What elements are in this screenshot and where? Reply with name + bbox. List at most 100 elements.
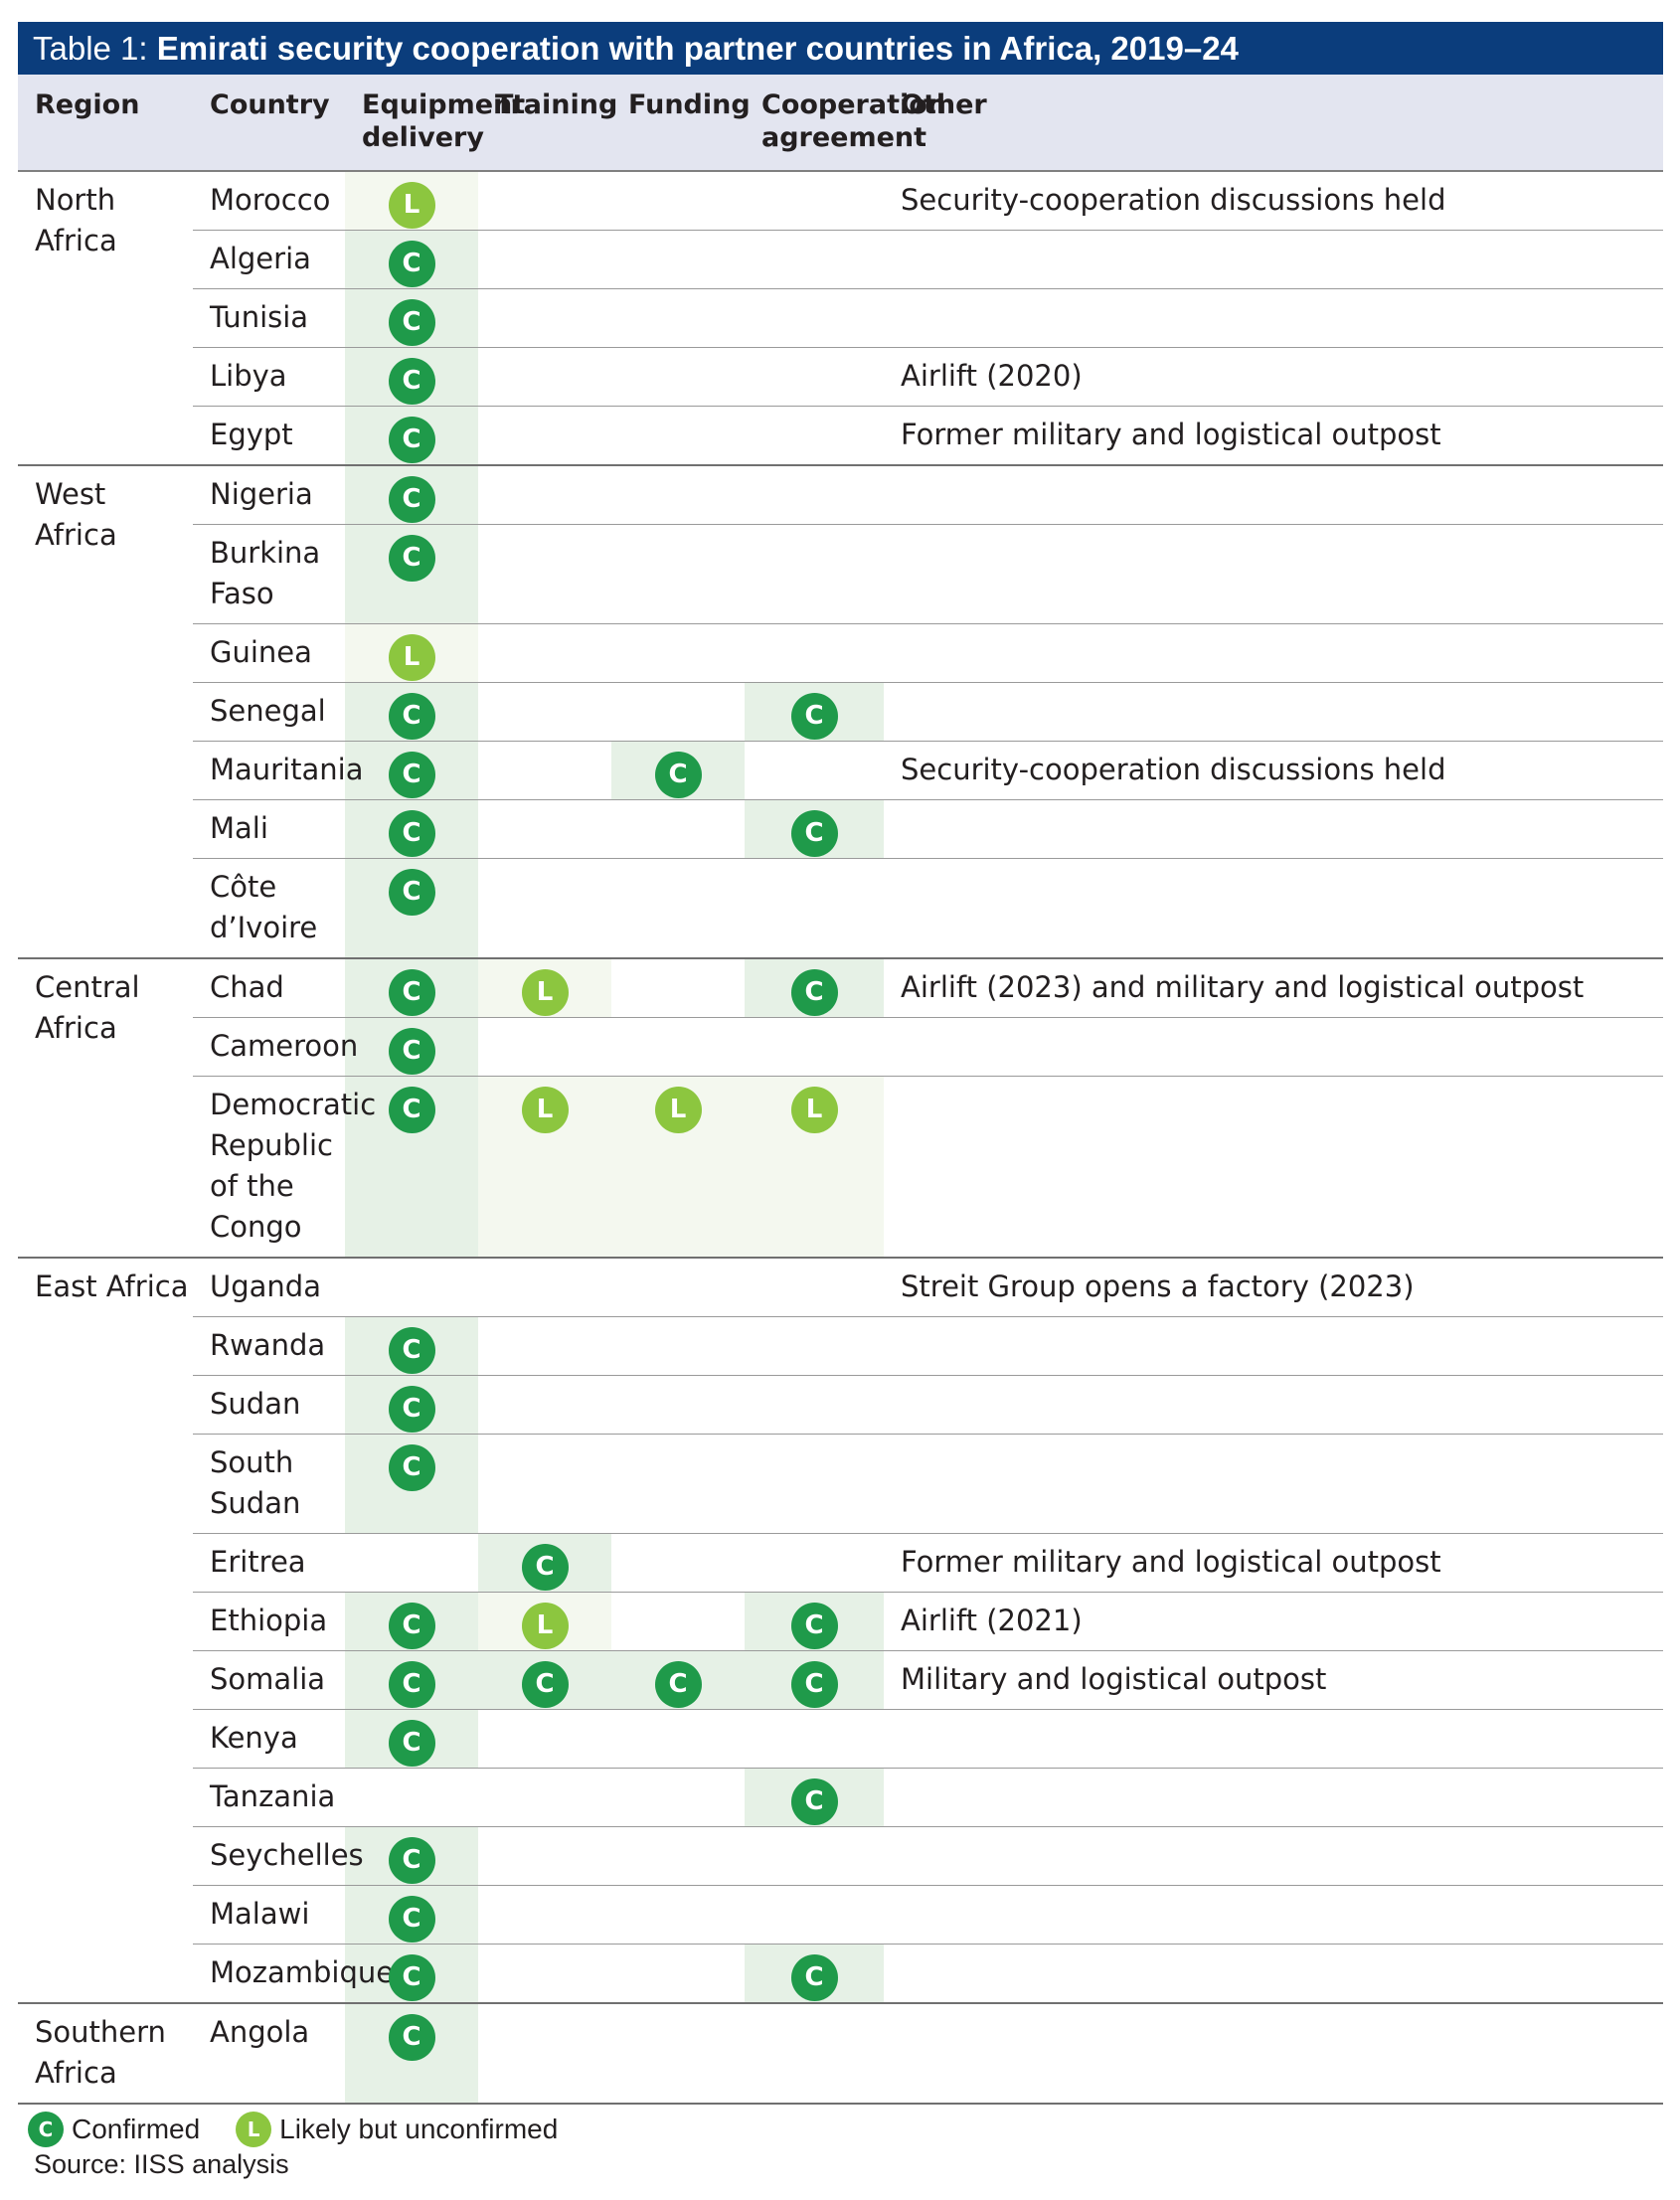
training-cell (478, 1769, 611, 1827)
table-row: Egypt C Former military and logistical out… (18, 406, 1663, 465)
training-cell (478, 525, 611, 624)
training-cell (478, 1710, 611, 1769)
confirmed-marker-icon: C (28, 2112, 64, 2147)
country-cell: Somalia (210, 1662, 326, 1696)
confirmed-marker-icon: C (388, 1327, 435, 1374)
training-cell: L (478, 1592, 611, 1651)
agreement-cell (745, 1258, 884, 1317)
funding-cell (611, 348, 745, 407)
equipment-cell (345, 1769, 478, 1827)
country-cell: Ethiopia (210, 1604, 328, 1637)
equipment-cell: C (345, 406, 478, 465)
equipment-cell: C (345, 347, 478, 407)
funding-cell (611, 958, 745, 1018)
equipment-cell: C (345, 1375, 478, 1435)
agreement-cell (745, 465, 884, 525)
table-title-text: Emirati security cooperation with partne… (156, 29, 1239, 67)
funding-cell (611, 1018, 745, 1077)
other-cell (884, 800, 1663, 859)
table-header-row: Region Country Equipment delivery Traini… (18, 75, 1663, 171)
other-cell: Former military and logistical outpost (901, 418, 1441, 451)
funding-cell (611, 800, 745, 859)
equipment-cell: C (345, 524, 478, 624)
other-cell (884, 1827, 1663, 1886)
table-row: Côte d’Ivoire C (18, 858, 1663, 958)
funding-cell (611, 525, 745, 624)
likely-marker-icon: L (236, 2112, 272, 2147)
confirmed-marker-icon: C (388, 476, 435, 523)
equipment-cell: L (345, 623, 478, 683)
column-header-region: Region (35, 89, 140, 120)
region-cell: Southern Africa (35, 2015, 166, 2090)
agreement-cell (745, 1435, 884, 1534)
training-cell (478, 683, 611, 742)
other-cell (884, 1945, 1663, 2004)
country-cell: Nigeria (210, 477, 313, 511)
training-cell (478, 1435, 611, 1534)
other-cell (884, 683, 1663, 742)
other-cell (884, 231, 1663, 289)
confirmed-marker-icon: C (790, 969, 838, 1016)
table-row: Mozambique C C (18, 1944, 1663, 2004)
likely-marker-icon: L (790, 1087, 838, 1133)
legend-confirmed: C Confirmed (28, 2112, 200, 2147)
equipment-cell: C (345, 1592, 478, 1651)
other-cell (884, 1077, 1663, 1259)
country-cell: Democratic Republic of the Congo (210, 1088, 377, 1244)
table-row: East Africa Uganda Streit Group opens a fa… (18, 1258, 1663, 1317)
funding-cell (611, 1593, 745, 1651)
equipment-cell: C (345, 1709, 478, 1769)
training-cell (478, 624, 611, 683)
funding-cell (611, 1317, 745, 1376)
confirmed-marker-icon: C (388, 1386, 435, 1433)
confirmed-marker-icon: C (388, 358, 435, 405)
region-cell: North Africa (35, 183, 117, 257)
country-cell: Mali (210, 811, 268, 845)
funding-cell: L (611, 1076, 745, 1258)
legend-likely: L Likely but unconfirmed (236, 2112, 558, 2147)
region-cell: East Africa (35, 1269, 189, 1303)
other-cell (884, 1886, 1663, 1945)
other-cell: Airlift (2020) (901, 359, 1083, 393)
other-cell: Military and logistical outpost (901, 1662, 1327, 1696)
table-row: Democratic Republic of the Congo C L L L (18, 1076, 1663, 1259)
other-cell: Security-cooperation discussions held (901, 183, 1446, 217)
confirmed-marker-icon: C (388, 1954, 435, 2001)
training-cell (478, 1827, 611, 1886)
equipment-cell: C (345, 1076, 478, 1258)
agreement-cell: C (745, 1768, 884, 1827)
agreement-cell: C (745, 1592, 884, 1651)
confirmed-marker-icon: C (388, 1720, 435, 1767)
region-cell: West Africa (35, 477, 117, 552)
training-cell (478, 1945, 611, 2004)
training-cell (478, 231, 611, 289)
country-cell: Eritrea (210, 1545, 306, 1579)
other-cell (884, 1018, 1663, 1077)
table-row: Burkina Faso C (18, 524, 1663, 624)
equipment-cell: C (345, 230, 478, 289)
agreement-cell: C (745, 958, 884, 1018)
equipment-cell: C (345, 858, 478, 958)
equipment-cell: C (345, 465, 478, 525)
table-row: Mali C C (18, 799, 1663, 859)
funding-cell: C (611, 741, 745, 800)
table-row: Mauritania C C Security-cooperation discuss… (18, 741, 1663, 800)
table-row: Tunisia C (18, 288, 1663, 348)
country-cell: Tunisia (210, 300, 309, 334)
funding-cell (611, 465, 745, 525)
legend-likely-label: Likely but unconfirmed (279, 2114, 559, 2144)
cooperation-table: Region Country Equipment delivery Traini… (18, 75, 1663, 2105)
agreement-cell (745, 2003, 884, 2104)
country-cell: Cameroon (210, 1029, 359, 1063)
table-row: Libya C Airlift (2020) (18, 347, 1663, 407)
other-cell: Former military and logistical outpost (901, 1545, 1441, 1579)
table-row: Senegal C C (18, 682, 1663, 742)
training-cell (478, 289, 611, 348)
funding-cell (611, 2003, 745, 2104)
country-cell: Kenya (210, 1721, 298, 1755)
confirmed-marker-icon: C (790, 1778, 838, 1825)
agreement-cell (745, 1534, 884, 1593)
training-cell (478, 1018, 611, 1077)
other-cell (884, 1317, 1663, 1376)
likely-marker-icon: L (388, 634, 435, 681)
